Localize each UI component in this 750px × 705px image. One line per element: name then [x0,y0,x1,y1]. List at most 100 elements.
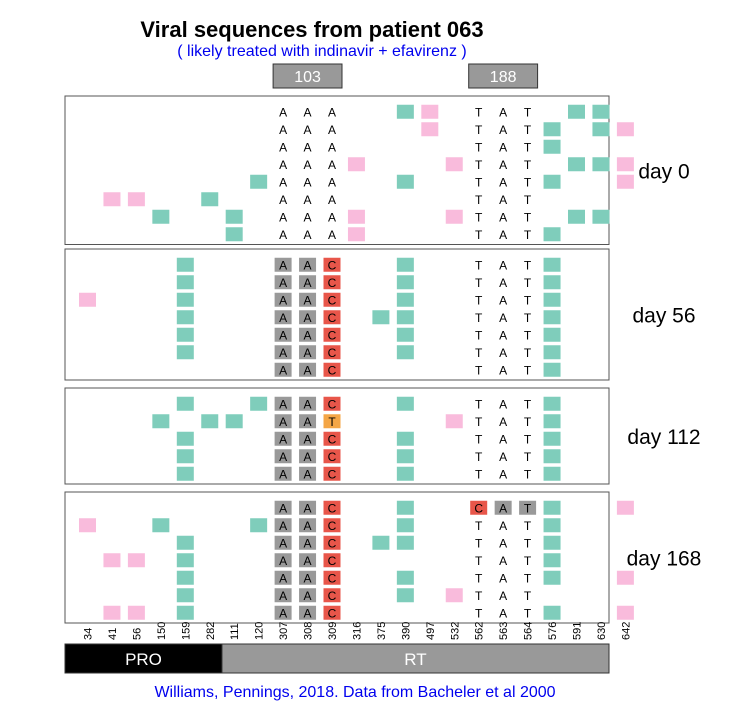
base-letter: A [279,311,287,325]
base-letter: C [328,363,337,377]
base-highlight [299,553,317,568]
mutation-cell [152,518,170,533]
mutation-cell [127,553,145,568]
base-letter: T [524,554,532,568]
position-tick-label: 630 [596,622,608,640]
base-letter: A [304,210,312,224]
base-letter: T [475,105,483,119]
base-letter: T [524,467,532,481]
mutation-cell [127,605,145,620]
position-tick-label: 375 [376,622,388,640]
base-letter: A [279,519,287,533]
base-highlight [274,257,292,272]
base-letter: A [279,140,287,154]
mutation-cell [396,588,414,603]
position-tick-label: 564 [523,622,535,640]
mutation-cell [543,431,561,446]
base-letter: T [475,328,483,342]
base-letter: A [328,123,336,137]
base-letter: A [279,328,287,342]
base-letter: C [328,554,337,568]
base-highlight [274,449,292,464]
mutation-cell [176,588,194,603]
base-letter: A [279,554,287,568]
base-letter: T [475,293,483,307]
base-letter: A [304,293,312,307]
position-tick-label: 150 [156,622,168,640]
base-letter: A [304,123,312,137]
base-highlight [299,605,317,620]
base-letter: A [279,571,287,585]
base-highlight [299,518,317,533]
position-tick-label: 56 [131,628,143,640]
base-letter: A [279,432,287,446]
base-letter: C [328,311,337,325]
base-letter: T [524,415,532,429]
mutation-cell [543,535,561,550]
base-highlight [323,431,341,446]
base-letter: A [499,311,507,325]
mutation-cell [250,174,268,189]
base-letter: T [475,276,483,290]
base-letter: T [475,450,483,464]
mutation-cell [396,431,414,446]
base-letter: T [475,536,483,550]
mutation-cell [543,396,561,411]
position-tick-label: 390 [400,622,412,640]
base-letter: T [328,415,336,429]
mutation-cell [103,605,121,620]
mutation-cell [396,327,414,342]
base-highlight [323,570,341,585]
base-letter: C [328,432,337,446]
base-letter: A [279,397,287,411]
mutation-cell [176,275,194,290]
mutation-cell [176,605,194,620]
mutation-cell [396,257,414,272]
base-letter: A [279,536,287,550]
region-label: RT [404,650,426,669]
base-highlight [323,588,341,603]
base-letter: A [499,123,507,137]
base-highlight [323,466,341,481]
position-tick-label: 309 [327,622,339,640]
base-highlight [274,605,292,620]
base-letter: T [475,228,483,242]
base-highlight [323,345,341,360]
base-letter: T [524,450,532,464]
mutation-cell [543,275,561,290]
mutation-cell [543,518,561,533]
mutation-cell [396,466,414,481]
mutation-cell [445,157,463,172]
position-tick-label: 307 [278,622,290,640]
mutation-cell [103,192,121,207]
base-highlight [323,535,341,550]
base-letter: A [279,258,287,272]
base-letter: C [328,606,337,620]
base-highlight [470,500,488,515]
position-tick-label: 562 [474,622,486,640]
mutation-cell [176,257,194,272]
mutation-cell [543,414,561,429]
mutation-cell [592,209,610,224]
base-highlight [299,535,317,550]
base-highlight [323,257,341,272]
figure-subtitle: ( likely treated with indinavir + efavir… [177,43,466,60]
base-letter: T [475,363,483,377]
base-letter: A [499,140,507,154]
base-letter: T [524,589,532,603]
base-letter: T [524,363,532,377]
base-letter: A [304,363,312,377]
base-letter: A [279,105,287,119]
base-highlight [299,327,317,342]
base-letter: A [499,276,507,290]
base-letter: A [304,450,312,464]
base-letter: T [475,432,483,446]
base-highlight [299,466,317,481]
